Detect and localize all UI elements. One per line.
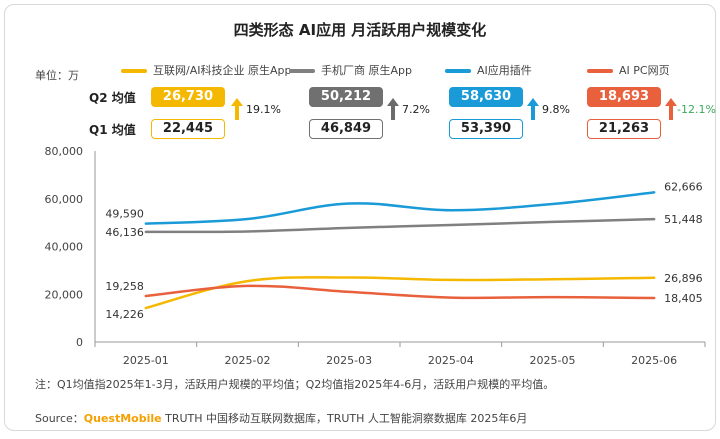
legend-item-ai-plugin: AI应用插件 xyxy=(445,62,532,78)
end-data-label-ai-plugin: 62,666 xyxy=(664,180,703,193)
source-text: TRUTH 中国移动互联网数据库，TRUTH 人工智能洞察数据库 2025年6月 xyxy=(161,412,528,425)
x-tick-label: 2025-06 xyxy=(631,354,677,367)
line-chart: 0 20,000 40,000 60,000 80,000 2025-01 2025-02 2… xyxy=(45,145,706,367)
q2-value-ai-plugin: 58,630 xyxy=(449,87,523,107)
end-data-label-internet-app: 26,896 xyxy=(664,272,703,285)
legend-line-icon xyxy=(289,69,315,73)
start-data-label-internet-app: 14,226 xyxy=(105,308,144,321)
q1-value-ai-pc-web: 21,263 xyxy=(587,119,661,139)
chart-title: 四类形态 AI应用 月活跃用户规模变化 xyxy=(233,21,487,39)
start-data-label-phone-maker-app: 46,136 xyxy=(105,226,144,239)
q1-row-label: Q1 均值 xyxy=(89,123,136,137)
q2-value-internet-app: 26,730 xyxy=(151,87,225,107)
q1-value-internet-app: 22,445 xyxy=(151,119,225,139)
y-tick-label: 20,000 xyxy=(45,288,84,301)
source-prefix: Source： xyxy=(35,412,84,425)
legend-label: 手机厂商 原生App xyxy=(321,64,412,77)
x-tick-label: 2025-05 xyxy=(530,354,576,367)
up-arrow-icon xyxy=(527,98,539,120)
q2-value-ai-pc-web: 18,693 xyxy=(587,87,661,107)
end-data-label-ai-pc-web: 18,405 xyxy=(664,292,703,305)
series-line-ai-plugin xyxy=(144,191,656,225)
legend-line-icon xyxy=(121,69,147,73)
change-ai-plugin: 9.8% xyxy=(542,103,570,116)
up-arrow-icon xyxy=(231,98,243,120)
legend-item-phone-maker-app: 手机厂商 原生App xyxy=(289,62,412,78)
q2-row-label: Q2 均值 xyxy=(89,91,136,105)
legend-label: 互联网/AI科技企业 原生App xyxy=(153,64,292,77)
footnote: 注：Q1均值指2025年1-3月，活跃用户规模的平均值；Q2均值指2025年4-… xyxy=(35,378,555,391)
legend-line-icon xyxy=(445,69,471,73)
up-arrow-icon xyxy=(387,98,399,120)
series-line-ai-pc-web xyxy=(144,284,656,300)
change-ai-pc-web: -12.1% xyxy=(677,103,716,116)
y-tick-label: 0 xyxy=(76,336,83,349)
legend-label: AI PC网页 xyxy=(619,64,670,77)
start-data-label-ai-plugin: 49,590 xyxy=(105,208,144,221)
series-line-internet-app xyxy=(144,276,656,310)
legend-item-ai-pc-web: AI PC网页 xyxy=(587,62,670,78)
brand-name: QuestMobile xyxy=(83,412,162,425)
legend-line-icon xyxy=(587,69,613,73)
legend-item-internet-app: 互联网/AI科技企业 原生App xyxy=(121,62,291,78)
change-internet-app: 19.1% xyxy=(246,103,281,116)
y-tick-label: 40,000 xyxy=(45,241,84,254)
y-tick-label: 60,000 xyxy=(45,193,84,206)
legend-label: AI应用插件 xyxy=(477,64,532,77)
y-tick-label: 80,000 xyxy=(45,145,84,158)
q2-value-phone-maker-app: 50,212 xyxy=(309,87,383,107)
x-tick-label: 2025-01 xyxy=(123,354,169,367)
chart-card: 四类形态 AI应用 月活跃用户规模变化 单位：万 互联网/AI科技企业 原生Ap… xyxy=(4,4,716,431)
source-line: Source：QuestMobile TRUTH 中国移动互联网数据库，TRUT… xyxy=(35,410,527,426)
up-arrow-icon xyxy=(665,98,677,120)
q1-value-phone-maker-app: 46,849 xyxy=(309,119,383,139)
end-data-label-phone-maker-app: 51,448 xyxy=(664,213,703,226)
start-data-label-ai-pc-web: 19,258 xyxy=(105,280,144,293)
q1-value-ai-plugin: 53,390 xyxy=(449,119,523,139)
change-phone-maker-app: 7.2% xyxy=(402,103,430,116)
x-tick-label: 2025-03 xyxy=(326,354,372,367)
series-line-phone-maker-app xyxy=(144,217,656,234)
x-tick-label: 2025-04 xyxy=(428,354,474,367)
unit-label: 单位：万 xyxy=(35,69,79,82)
x-tick-label: 2025-02 xyxy=(225,354,271,367)
